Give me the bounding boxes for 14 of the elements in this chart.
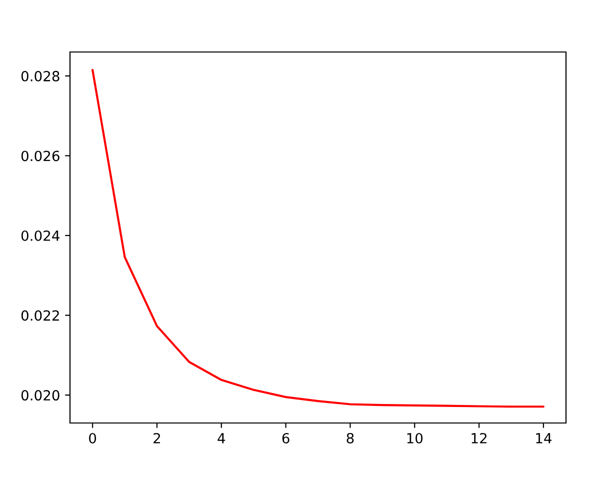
x-tick-label: 10: [407, 432, 423, 444]
x-tick-label: 4: [218, 433, 226, 444]
y-tick-label: 0.026: [21, 150, 60, 162]
x-tick-label: 2: [154, 432, 160, 444]
x-tick-label: 6: [282, 432, 290, 444]
x-tick-label: 8: [346, 432, 354, 444]
x-tick-label: 12: [472, 432, 486, 444]
y-tick-label: 0.020: [21, 390, 60, 401]
y-tick-label: 0.028: [21, 70, 60, 82]
x-tick-label: 14: [536, 433, 552, 444]
line-series: [92, 68, 544, 408]
y-tick-label: 0.024: [21, 230, 60, 241]
y-tick-label: 0.022: [21, 310, 59, 321]
x-tick-label: 0: [89, 432, 96, 444]
